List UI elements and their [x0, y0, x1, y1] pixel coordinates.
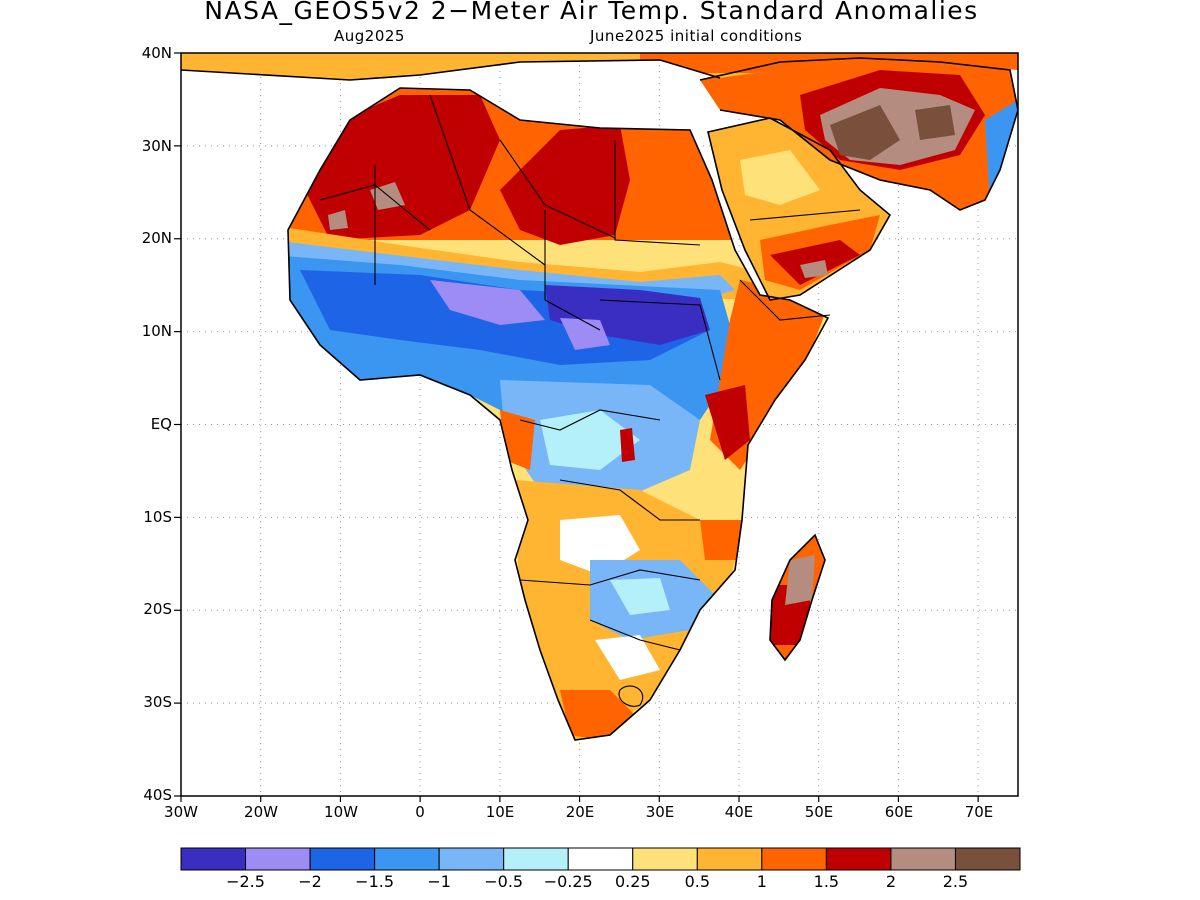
axis-tick-marks — [174, 52, 979, 802]
lon-label-10e: 10E — [485, 803, 515, 821]
colorbar-label: −2 — [298, 872, 322, 891]
colorbar-swatch — [245, 847, 311, 871]
colorbar-swatch — [309, 847, 376, 871]
lat-label-40n: 40N — [141, 44, 172, 62]
lon-label-70e: 70E — [964, 803, 994, 821]
colorbar — [180, 847, 1021, 871]
lon-label-20e: 20E — [565, 803, 595, 821]
colorbar-label: −2.5 — [226, 872, 265, 891]
chart-title: NASA_GEOS5v2 2−Meter Air Temp. Standard … — [204, 0, 979, 25]
colorbar-swatch — [890, 847, 956, 871]
lat-label-30s: 30S — [143, 693, 172, 711]
country-borders — [319, 94, 861, 707]
forecast-month: Aug2025 — [334, 27, 405, 45]
lat-label-30n: 30N — [141, 137, 172, 155]
lon-label-30e: 30E — [645, 803, 675, 821]
colorbar-swatch — [374, 847, 440, 871]
initial-conditions: June2025 initial conditions — [590, 27, 803, 45]
coastline-outlines — [181, 57, 1018, 741]
lon-label-30w: 30W — [164, 803, 198, 821]
colorbar-label: 2.5 — [942, 872, 969, 891]
colorbar-label: 0.25 — [614, 872, 651, 891]
colorbar-swatch — [954, 847, 1021, 871]
lon-label-40e: 40E — [724, 803, 754, 821]
colorbar-label: 2 — [885, 872, 897, 891]
colorbar-swatch — [438, 847, 505, 871]
colorbar-label: −0.25 — [543, 872, 593, 891]
lat-label-10n: 10N — [141, 322, 172, 340]
lon-label-0: 0 — [415, 803, 425, 821]
colorbar-label: 1.5 — [813, 872, 840, 891]
colorbar-label: −1 — [427, 872, 451, 891]
colorbar-label: 0.5 — [684, 872, 711, 891]
colorbar-swatch — [696, 847, 763, 871]
colorbar-label: 1 — [756, 872, 767, 891]
lon-label-20w: 20W — [244, 803, 278, 821]
colorbar-swatch — [180, 847, 247, 871]
colorbar-swatch — [761, 847, 827, 871]
colorbar-label: −0.5 — [484, 872, 524, 891]
lat-label-10s: 10S — [143, 508, 172, 526]
lat-label-20s: 20S — [143, 600, 172, 618]
colorbar-swatch — [825, 847, 892, 871]
colorbar-swatch — [503, 847, 569, 871]
lon-label-50e: 50E — [804, 803, 834, 821]
colorbar-label: −1.5 — [355, 872, 395, 891]
lat-label-eq: EQ — [150, 415, 172, 433]
colorbar-swatch — [632, 847, 698, 871]
lat-label-40s: 40S — [143, 786, 172, 804]
colorbar-swatch — [567, 847, 634, 871]
lon-label-10w: 10W — [324, 803, 358, 821]
lon-label-60e: 60E — [884, 803, 914, 821]
lat-label-20n: 20N — [141, 229, 172, 247]
